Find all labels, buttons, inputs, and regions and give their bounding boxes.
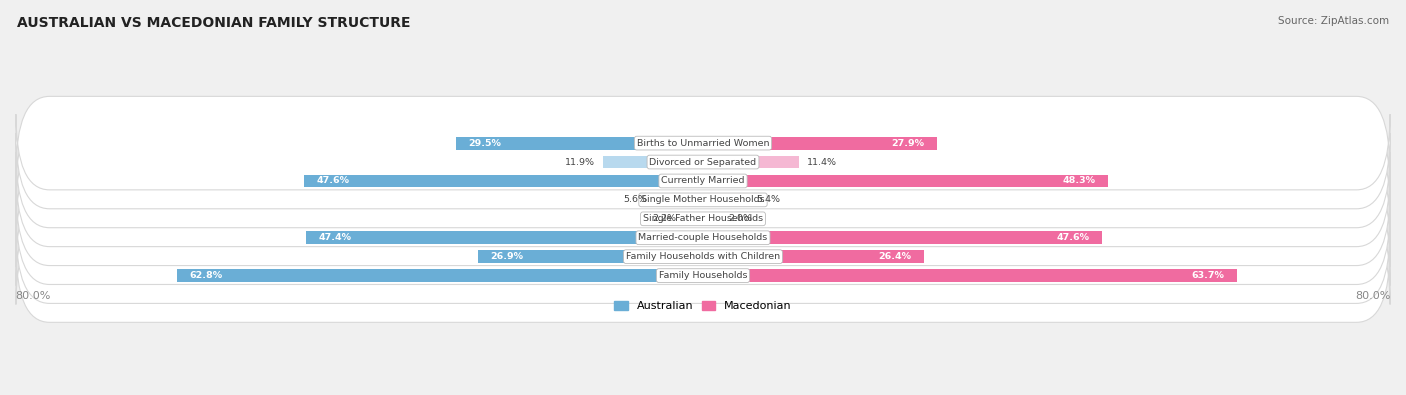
Bar (703, 175, 1108, 187)
Text: 63.7%: 63.7% (1191, 271, 1225, 280)
Text: Single Father Households: Single Father Households (643, 214, 763, 223)
Text: 48.3%: 48.3% (1062, 177, 1095, 186)
Text: 2.0%: 2.0% (728, 214, 752, 223)
Text: 47.4%: 47.4% (318, 233, 352, 242)
Text: 2.2%: 2.2% (652, 214, 676, 223)
Bar (478, 250, 703, 263)
Bar (703, 269, 1237, 282)
Bar (703, 231, 1102, 244)
Text: Family Households: Family Households (659, 271, 747, 280)
FancyBboxPatch shape (15, 153, 1391, 246)
FancyBboxPatch shape (15, 172, 1391, 265)
Bar (703, 156, 799, 169)
Legend: Australian, Macedonian: Australian, Macedonian (610, 296, 796, 316)
Text: 27.9%: 27.9% (891, 139, 924, 148)
Bar (456, 137, 703, 150)
Bar (304, 175, 703, 187)
Text: Source: ZipAtlas.com: Source: ZipAtlas.com (1278, 16, 1389, 26)
Text: 47.6%: 47.6% (1056, 233, 1090, 242)
Text: Single Mother Households: Single Mother Households (641, 196, 765, 204)
Bar (657, 194, 703, 206)
Text: 5.4%: 5.4% (756, 196, 780, 204)
FancyBboxPatch shape (15, 210, 1391, 303)
Text: 26.4%: 26.4% (879, 252, 911, 261)
Bar (603, 156, 703, 169)
Bar (703, 194, 748, 206)
Text: Births to Unmarried Women: Births to Unmarried Women (637, 139, 769, 148)
Text: 29.5%: 29.5% (468, 139, 502, 148)
Text: Married-couple Households: Married-couple Households (638, 233, 768, 242)
Text: Family Households with Children: Family Households with Children (626, 252, 780, 261)
Bar (703, 137, 936, 150)
Text: Divorced or Separated: Divorced or Separated (650, 158, 756, 167)
Text: Currently Married: Currently Married (661, 177, 745, 186)
Text: 47.6%: 47.6% (316, 177, 350, 186)
Text: AUSTRALIAN VS MACEDONIAN FAMILY STRUCTURE: AUSTRALIAN VS MACEDONIAN FAMILY STRUCTUR… (17, 16, 411, 30)
Text: 11.9%: 11.9% (565, 158, 595, 167)
Bar (685, 213, 703, 225)
Text: 62.8%: 62.8% (190, 271, 222, 280)
FancyBboxPatch shape (15, 115, 1391, 209)
Text: 5.6%: 5.6% (624, 196, 648, 204)
FancyBboxPatch shape (15, 96, 1391, 190)
Bar (177, 269, 703, 282)
Bar (307, 231, 703, 244)
FancyBboxPatch shape (15, 134, 1391, 228)
Bar (703, 213, 720, 225)
Text: 11.4%: 11.4% (807, 158, 837, 167)
Bar (703, 250, 924, 263)
Text: 26.9%: 26.9% (491, 252, 523, 261)
FancyBboxPatch shape (15, 191, 1391, 284)
FancyBboxPatch shape (15, 229, 1391, 322)
